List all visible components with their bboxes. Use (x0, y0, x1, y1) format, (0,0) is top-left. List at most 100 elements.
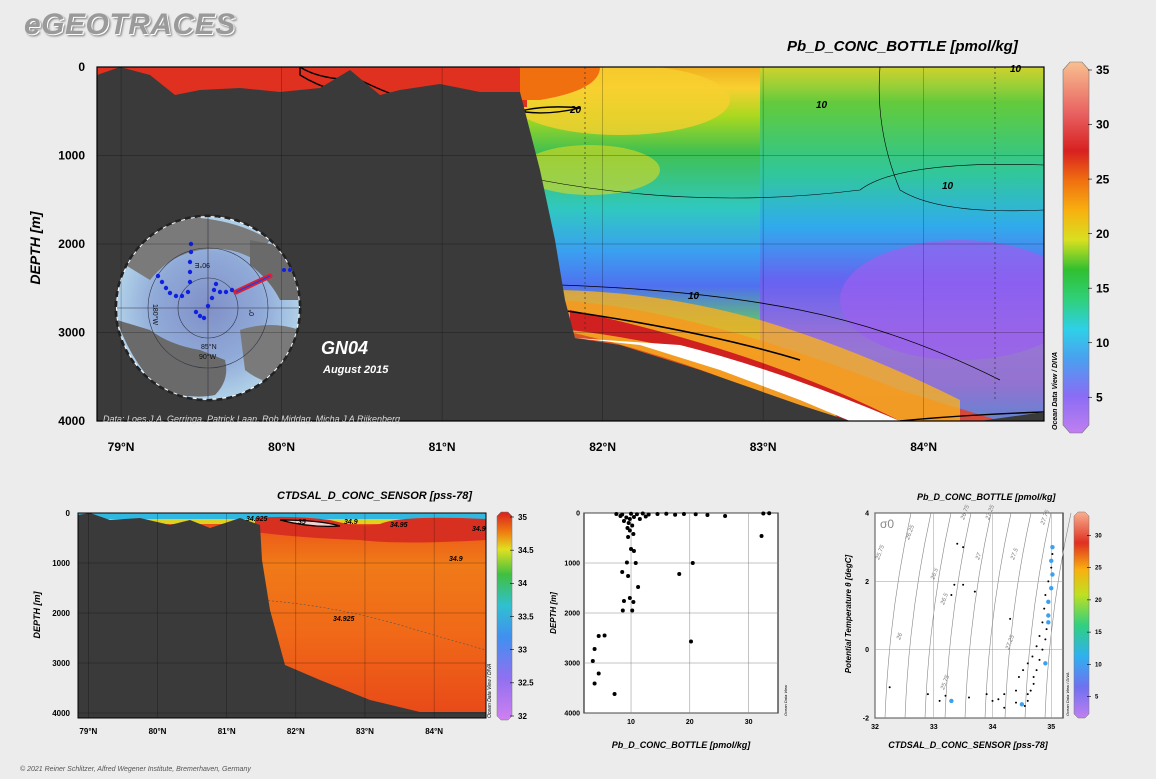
colorbar-tick-label: 35 (1096, 63, 1110, 77)
x-tick-label: 84°N (910, 440, 937, 454)
colorbar-tick-label: 15 (1095, 630, 1102, 636)
y-tick-label: 2000 (58, 237, 85, 251)
ts-point (1032, 676, 1035, 678)
cruise-date-label: August 2015 (322, 364, 389, 376)
colorbar-tick-label: 15 (1096, 281, 1110, 295)
odv-watermark: Ocean Data View / DIVA (1065, 672, 1070, 716)
isopycnal-label: 26 (896, 632, 904, 642)
profile-point (618, 514, 623, 518)
ts-point (1026, 699, 1029, 702)
ts-point (953, 583, 956, 586)
map-lon-label: 90°E (194, 261, 210, 269)
ts-point (1044, 638, 1047, 641)
profile-points (590, 511, 772, 696)
profile-point (723, 514, 728, 518)
x-tick-label: 79°N (79, 727, 97, 736)
profile-point (625, 526, 630, 530)
profile-point (627, 517, 632, 521)
colorbar-tick-label: 35 (518, 513, 527, 522)
copyright-notice: © 2021 Reiner Schlitzer, Alfred Wegener … (20, 766, 251, 773)
ts-point (1035, 645, 1038, 648)
contour-label: 10 (688, 291, 700, 302)
ts-point (1032, 682, 1035, 685)
colorbar-tick-label: 34 (518, 579, 527, 588)
profile-y-axis-label: DEPTH [m] (549, 592, 558, 634)
colorbar-tick-label: 5 (1096, 390, 1103, 404)
x-tick-label: 83°N (750, 440, 777, 454)
ts-point (1026, 693, 1029, 696)
ts-point (1017, 676, 1020, 678)
ts-point (1003, 693, 1006, 696)
isopycnal-label: 27.5 (1010, 547, 1020, 562)
map-lon-label: 90°W (199, 353, 217, 361)
ts-points (888, 542, 1055, 709)
main-contour-labels: 10 20 10 10 10 (569, 64, 1022, 302)
isopycnal-label: 27 (975, 552, 983, 562)
ts-point (1031, 655, 1034, 658)
ts-colored-point (1050, 544, 1055, 550)
ts-point (1015, 701, 1017, 704)
profile-scatter-plot: 10 20 30 0 1000 2000 3000 4000 Pb_D_CONC_BOTTLE… (549, 511, 788, 751)
colorbar-tick-label: 34.5 (518, 546, 534, 555)
isopycnal-line (904, 512, 932, 719)
profile-point (620, 608, 625, 613)
y-tick-label: 0 (78, 60, 85, 74)
x-tick-label: 79°N (108, 440, 135, 454)
colorbar-tick-label: 20 (1096, 227, 1110, 241)
profile-point (612, 692, 617, 696)
y-tick-label: 3000 (52, 659, 70, 668)
ts-point (962, 583, 965, 586)
colorbar-tick-label: 10 (1096, 336, 1110, 350)
contour-label: 20 (569, 105, 582, 116)
profile-point (690, 561, 695, 565)
profile-point (624, 560, 629, 565)
ts-colored-point (1049, 558, 1054, 564)
profile-point (705, 513, 710, 517)
y-tick-label: 4000 (58, 414, 85, 428)
odv-watermark: Ocean Data View / DIVA (1052, 352, 1059, 430)
x-tick-label: 33 (930, 724, 938, 731)
isopycnal-line (984, 512, 1012, 719)
ts-y-axis-label: Potential Temperature θ [degC] (844, 554, 853, 673)
y-tick-label: 1000 (564, 561, 580, 568)
isopycnal-line (944, 512, 972, 719)
y-tick-label: 0 (66, 509, 71, 518)
profile-point (596, 671, 601, 676)
contour-label: 10 (816, 100, 828, 111)
profile-point (640, 511, 645, 516)
salinity-colorbar: 32 32.5 33 33.5 34 34.5 35 (496, 511, 534, 721)
ts-point (991, 699, 994, 702)
contour-label: 10 (942, 181, 954, 192)
profile-point (643, 514, 648, 519)
y-tick-label: 1000 (58, 149, 85, 163)
isopycnal-label: 26.5 (940, 592, 950, 607)
x-tick-label: 82°N (589, 440, 616, 454)
profile-point (620, 570, 625, 574)
main-field (97, 67, 1044, 421)
profile-point (759, 534, 764, 538)
x-tick-label: 82°N (287, 727, 305, 736)
profile-point (630, 523, 635, 528)
y-tick-label: 2000 (52, 609, 70, 618)
contour-label: 34.95 (390, 522, 408, 529)
profile-point (614, 512, 619, 516)
x-tick-label: 34 (989, 724, 997, 731)
y-tick-label: 0 (865, 647, 869, 654)
ts-diagram-plot: 25.752626.2526.526.752727.2527.527.7525.… (844, 504, 1102, 750)
profile-point (633, 561, 638, 565)
profile-point (637, 517, 642, 521)
colorbar-tick-label: 33.5 (518, 612, 534, 621)
profile-point (631, 515, 636, 519)
x-tick-label: 35 (1047, 724, 1055, 731)
profile-point (621, 519, 626, 523)
egeotraces-logo: eGEOTRACES (24, 8, 236, 41)
odv-watermark: Ocean Data View / DIVA (487, 663, 493, 718)
ts-x-axis-label: CTDSAL_D_CONC_SENSOR [pss-78] (888, 740, 1049, 750)
profile-point (626, 535, 631, 539)
colorbar-tick-label: 30 (1095, 533, 1102, 539)
colorbar-tick-label: 20 (1095, 598, 1102, 604)
ts-point (1003, 706, 1006, 709)
y-tick-label: 4000 (52, 709, 70, 718)
ts-point (985, 693, 988, 696)
